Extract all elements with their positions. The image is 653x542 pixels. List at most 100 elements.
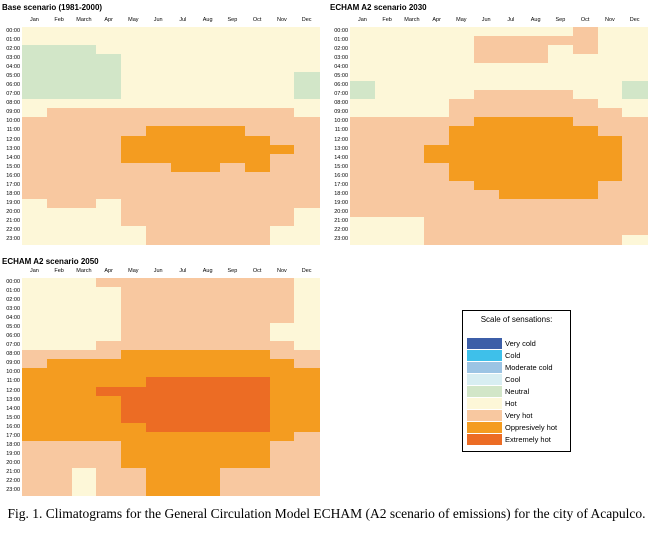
hour-label: 18:00 <box>6 190 20 197</box>
heatmap-cell <box>96 413 122 424</box>
heatmap-cell <box>244 485 271 496</box>
heatmap-cell <box>46 368 73 379</box>
heatmap-cell <box>22 225 48 236</box>
heatmap-cell <box>195 377 221 388</box>
heatmap-cell <box>195 458 221 469</box>
heatmap-cell <box>498 135 524 146</box>
legend-swatch <box>467 422 502 433</box>
hour-label: 11:00 <box>6 127 20 134</box>
hour-label: 15:00 <box>6 163 20 170</box>
heatmap-cell <box>350 54 376 64</box>
heatmap-cell <box>170 431 196 442</box>
heatmap-cell <box>46 36 73 46</box>
heatmap-cell <box>473 99 500 109</box>
hour-label: 11:00 <box>334 127 348 134</box>
hour-label: 12:00 <box>334 136 348 143</box>
heatmap-cell <box>449 207 475 218</box>
heatmap-cell <box>294 287 320 297</box>
heatmap-cell <box>145 198 172 209</box>
heatmap-cell <box>145 359 172 370</box>
heatmap-cell <box>121 108 147 119</box>
heatmap-cell <box>170 36 196 46</box>
heatmap-cell <box>71 377 97 388</box>
heatmap-cell <box>220 63 246 73</box>
heatmap-cell <box>170 171 196 182</box>
heatmap-cell <box>170 198 196 209</box>
heatmap-cell <box>374 99 401 109</box>
hour-label: 00:00 <box>6 279 20 285</box>
hour-label: 10:00 <box>6 369 20 376</box>
heatmap-cell <box>96 126 122 137</box>
heatmap-cell <box>294 395 320 406</box>
heatmap-cell <box>449 108 475 119</box>
month-label: March <box>76 17 92 23</box>
heatmap-cell <box>473 234 500 245</box>
heatmap-cell <box>449 153 475 164</box>
heatmap-cell <box>244 216 271 227</box>
legend-swatch <box>467 386 502 397</box>
heatmap-cell <box>269 485 295 496</box>
hour-label: 13:00 <box>6 145 20 152</box>
heatmap-cell <box>399 54 425 64</box>
heatmap-cell <box>350 72 376 82</box>
heatmap-cell <box>220 99 246 109</box>
legend-item: Extremely hot <box>467 434 567 445</box>
heatmap-cell <box>294 350 320 360</box>
heatmap-cell <box>121 287 147 297</box>
heatmap-cell <box>145 422 172 433</box>
hour-label: 16:00 <box>6 172 20 179</box>
heatmap-cell <box>71 162 97 173</box>
heatmap-cell <box>244 225 271 236</box>
heatmap-cell <box>121 45 147 55</box>
heatmap-cell <box>350 207 376 218</box>
heatmap-cell <box>269 377 295 388</box>
heatmap-cell <box>71 296 97 306</box>
month-label: Apr <box>432 17 441 23</box>
heatmap-cell <box>244 99 271 109</box>
heatmap-cell <box>374 36 401 46</box>
heatmap-cell <box>523 99 549 109</box>
heatmap-cell <box>350 117 376 128</box>
heatmap-cell <box>46 485 73 496</box>
month-label: Jul <box>179 17 187 23</box>
heatmap-cell <box>269 476 295 487</box>
heatmap-cell <box>350 234 376 245</box>
heatmap-cell <box>374 153 401 164</box>
hour-label: 02:00 <box>6 46 20 53</box>
heatmap-cell <box>71 368 97 379</box>
heatmap-cell <box>523 45 549 55</box>
heatmap-cell <box>96 467 122 478</box>
heatmap-cell <box>523 36 549 46</box>
heatmap-cell <box>244 27 271 37</box>
heatmap-cell <box>71 144 97 155</box>
heatmap-cell <box>473 162 500 173</box>
heatmap-cell <box>145 323 172 333</box>
heatmap-cell <box>473 216 500 227</box>
hour-label: 05:00 <box>334 73 348 80</box>
heatmap-cell <box>597 99 623 109</box>
heatmap-cell <box>498 162 524 173</box>
legend-item: Cold <box>467 350 567 361</box>
heatmap-cell <box>294 126 320 137</box>
heatmap-cell <box>294 198 320 209</box>
hour-label: 20:00 <box>334 208 348 215</box>
heatmap-cell <box>145 467 172 478</box>
heatmap-cell <box>71 36 97 46</box>
heatmap-cell <box>121 386 147 397</box>
heatmap-cell <box>195 386 221 397</box>
heatmap-cell <box>46 476 73 487</box>
heatmap-cell <box>294 27 320 37</box>
heatmap-cell <box>170 404 196 415</box>
heatmap-cell <box>523 72 549 82</box>
hour-label: 13:00 <box>6 396 20 403</box>
heatmap-cell <box>96 287 122 297</box>
heatmap-cell <box>145 216 172 227</box>
heatmap-cell <box>71 476 97 487</box>
heatmap-cell <box>71 440 97 451</box>
heatmap-cell <box>220 162 246 173</box>
heatmap-cell <box>195 467 221 478</box>
heatmap-cell <box>46 395 73 406</box>
heatmap-cell <box>294 162 320 173</box>
heatmap-cell <box>622 153 648 164</box>
heatmap-cell <box>597 36 623 46</box>
